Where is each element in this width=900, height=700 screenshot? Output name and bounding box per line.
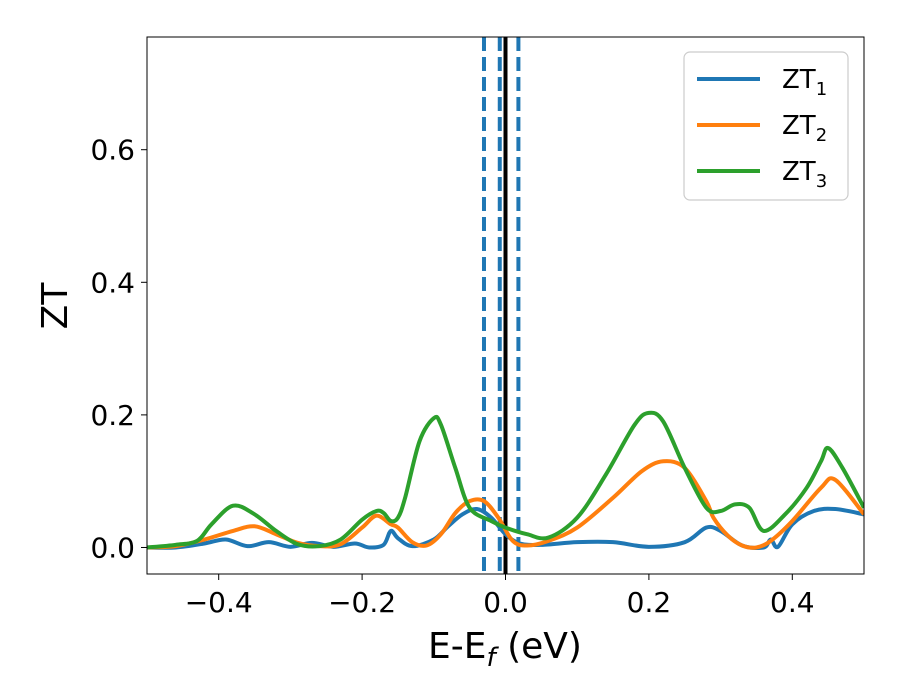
series-line-3 <box>147 410 864 550</box>
y-axis-ticks: 0.0 0.2 0.4 0.6 <box>90 134 147 564</box>
legend-frame <box>683 51 849 201</box>
x-tick-label: 0.0 <box>483 586 528 619</box>
x-axis-title-unit: (eV) <box>496 626 582 667</box>
series-lines <box>147 410 864 551</box>
legend-label-3: ZT3 <box>782 157 827 192</box>
series-line-1 <box>147 506 864 551</box>
x-tick-label: −0.2 <box>328 586 396 619</box>
legend: ZT1 ZT2 ZT3 <box>683 51 849 201</box>
reference-lines <box>481 37 521 574</box>
x-tick-label: 0.4 <box>770 586 815 619</box>
y-tick-label: 0.6 <box>90 134 135 167</box>
y-axis-title: ZT <box>35 282 76 330</box>
y-tick-label: 0.0 <box>90 531 135 564</box>
legend-label-2: ZT2 <box>782 111 827 146</box>
x-tick-label: −0.4 <box>185 586 253 619</box>
y-tick-label: 0.2 <box>90 399 135 432</box>
x-axis-ticks: −0.4 −0.2 0.0 0.2 0.4 <box>185 574 815 619</box>
x-tick-label: 0.2 <box>627 586 672 619</box>
y-tick-label: 0.4 <box>90 266 135 299</box>
legend-label-1: ZT1 <box>782 65 827 100</box>
x-axis-title: E-Ef (eV) <box>428 626 582 673</box>
